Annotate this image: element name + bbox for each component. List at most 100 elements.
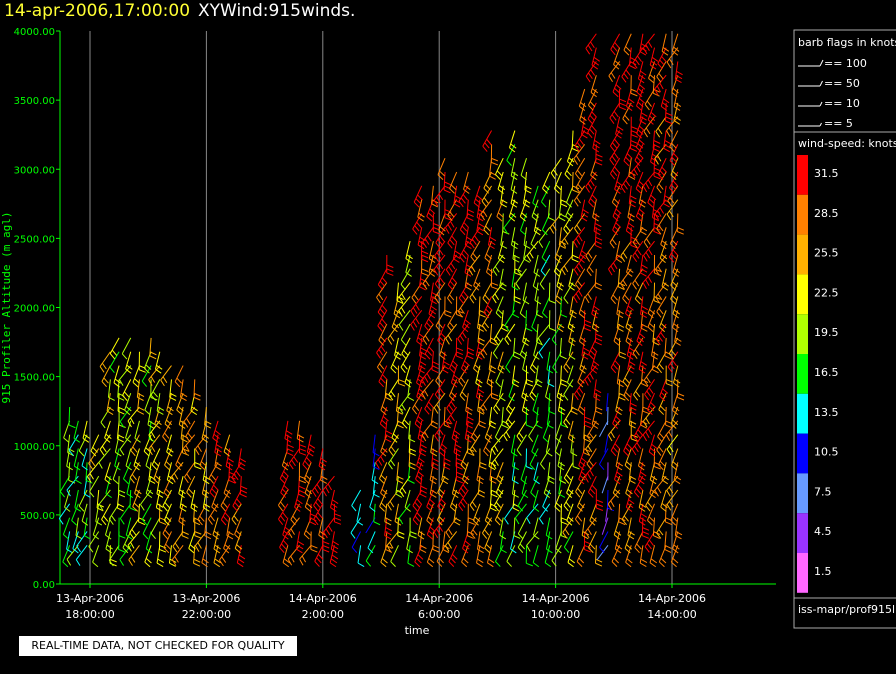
- barb-feather: [330, 507, 337, 512]
- barb-feather: [638, 507, 646, 512]
- barb-feather: [105, 475, 112, 481]
- barb-feather: [589, 101, 596, 108]
- barb-feather: [671, 561, 677, 568]
- barb-feather: [477, 347, 485, 352]
- wind-barb: [551, 323, 562, 346]
- barb-feather: [381, 558, 388, 564]
- barb-feather: [66, 559, 72, 566]
- barb-feather: [418, 457, 425, 463]
- barb-feather: [478, 313, 486, 318]
- barb-staff: [428, 241, 434, 259]
- barb-feather: [222, 501, 228, 508]
- barb-feather: [471, 446, 477, 453]
- barb-feather: [213, 530, 220, 536]
- wind-barb: [310, 531, 318, 553]
- barb-feather: [670, 423, 677, 429]
- barb-feather: [237, 562, 244, 568]
- barb-staff: [586, 448, 597, 465]
- wind-barb: [133, 448, 141, 471]
- barb-staff: [575, 171, 586, 188]
- wind-barb: [568, 268, 576, 291]
- barb-feather: [461, 391, 467, 398]
- barb-staff: [663, 185, 667, 204]
- barb-staff: [459, 379, 469, 396]
- legend-speed-label: 13.5: [814, 406, 839, 419]
- wind-barb: [158, 531, 167, 553]
- wind-barb: [357, 545, 365, 567]
- y-tick-label: 3500.00: [14, 96, 55, 107]
- barb-feather: [659, 326, 666, 333]
- barb-feather: [609, 242, 615, 249]
- barb-feather: [621, 519, 627, 526]
- wind-barb: [144, 545, 152, 568]
- wind-barb: [400, 351, 411, 374]
- wind-barb: [447, 199, 458, 222]
- barb-staff: [484, 240, 493, 259]
- barb-staff: [544, 545, 551, 563]
- barb-feather: [112, 478, 119, 485]
- barb-feather: [439, 447, 446, 453]
- barb-feather: [451, 235, 457, 242]
- barb-staff: [488, 406, 493, 425]
- wind-barb: [494, 503, 504, 526]
- barb-feather: [568, 285, 575, 291]
- barb-feather: [488, 244, 495, 250]
- barb-feather: [526, 383, 534, 387]
- wind-barb: [107, 379, 115, 401]
- wind-barb: [194, 434, 207, 456]
- barb-feather: [672, 313, 679, 319]
- barb-feather: [636, 442, 642, 449]
- wind-barb: [408, 420, 416, 443]
- barb-feather: [474, 364, 481, 370]
- barb-feather: [507, 418, 513, 425]
- wind-barb: [122, 462, 132, 485]
- barb-feather: [201, 562, 208, 568]
- barb-feather: [68, 479, 76, 484]
- wind-barb: [181, 517, 189, 539]
- wind-barb: [578, 462, 588, 485]
- barb-feather: [538, 241, 544, 248]
- barb-staff: [574, 130, 586, 147]
- wind-barb: [529, 379, 539, 401]
- barb-feather: [465, 434, 473, 439]
- wind-barb: [184, 462, 196, 484]
- wind-barb: [405, 241, 413, 263]
- barb-feather: [485, 308, 491, 315]
- barb-staff: [457, 296, 469, 312]
- barb-feather: [421, 379, 426, 386]
- barb-feather: [522, 410, 529, 416]
- barb-staff: [655, 282, 667, 298]
- barb-feather: [577, 506, 583, 512]
- barb-feather: [582, 347, 590, 352]
- barb-feather: [515, 283, 521, 290]
- barb-feather: [166, 451, 173, 457]
- barb-feather: [661, 502, 668, 509]
- legend-swatch: [797, 473, 808, 514]
- barb-feather: [639, 84, 646, 90]
- barb-feather: [433, 268, 439, 276]
- barb-feather: [497, 368, 504, 374]
- barb-feather: [668, 486, 674, 494]
- barb-feather: [437, 377, 443, 384]
- barb-feather: [237, 558, 245, 564]
- barb-feather: [626, 271, 633, 277]
- barb-feather: [379, 308, 385, 315]
- wind-barb: [223, 531, 231, 554]
- barb-staff: [542, 171, 551, 189]
- wind-barb: [371, 462, 379, 485]
- barb-staff: [639, 254, 644, 273]
- barb-feather: [631, 126, 638, 130]
- barb-staff: [669, 227, 679, 244]
- barb-feather: [530, 492, 536, 498]
- barb-feather: [611, 561, 618, 567]
- barb-staff: [185, 420, 196, 437]
- barb-staff: [129, 517, 140, 533]
- barb-feather: [156, 503, 164, 508]
- legend-swatch: [797, 553, 808, 593]
- wind-barb: [584, 365, 597, 386]
- wind-barb: [92, 545, 100, 568]
- barb-staff: [87, 462, 100, 477]
- barb-feather: [145, 465, 152, 471]
- barb-feather: [466, 406, 473, 411]
